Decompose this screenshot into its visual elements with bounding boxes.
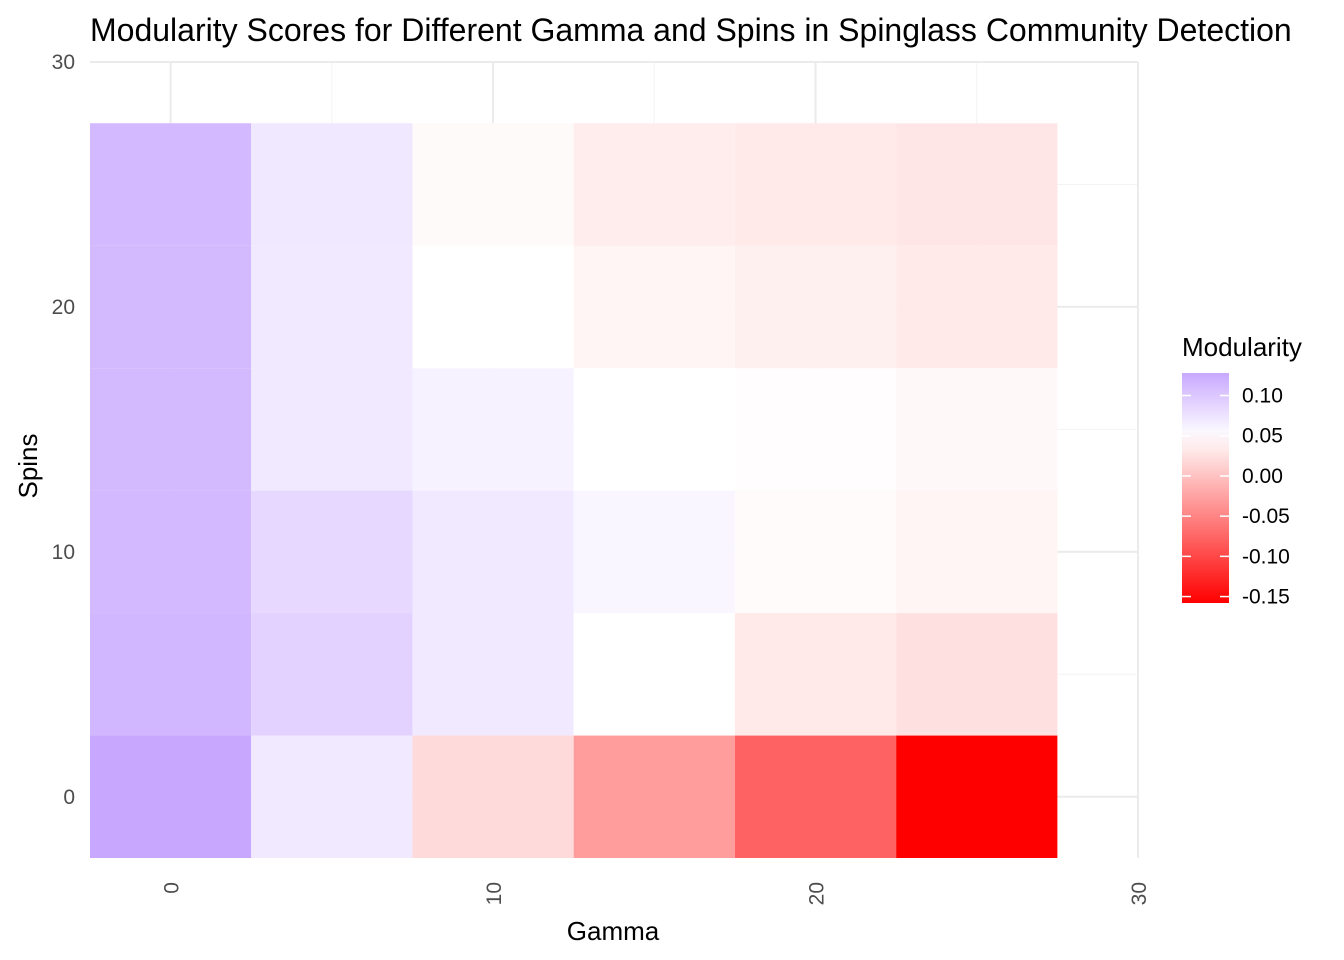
chart-title: Modularity Scores for Different Gamma an… <box>90 12 1292 48</box>
legend: Modularity 0.10 0.05 0.00 -0.05 -0.10 -0.15 <box>1182 332 1302 609</box>
heatmap-tile-gamma-10-spins-25 <box>412 123 574 246</box>
heatmap-tile-gamma-10-spins-5 <box>412 613 574 736</box>
y-tick-label-2: 20 <box>52 296 75 319</box>
legend-colorbar <box>1182 373 1229 603</box>
legend-label-3: -0.05 <box>1242 505 1290 528</box>
heatmap-tile-gamma-5-spins-25 <box>251 123 413 246</box>
heatmap-tile-gamma-20-spins-5 <box>734 613 897 736</box>
heatmap-tiles <box>90 123 1058 858</box>
legend-title: Modularity <box>1182 332 1302 362</box>
heatmap-tile-gamma-0-spins-15 <box>90 368 252 491</box>
heatmap-tile-gamma-5-spins-20 <box>251 245 413 369</box>
legend-ticks: 0.10 0.05 0.00 -0.05 -0.10 -0.15 <box>1182 385 1290 609</box>
x-tick-label-1: 10 <box>483 882 506 905</box>
heatmap-tile-gamma-10-spins-20 <box>412 245 574 369</box>
heatmap-tile-gamma-20-spins-10 <box>734 490 897 614</box>
heatmap-tile-gamma-10-spins-15 <box>412 368 574 491</box>
y-tick-label-3: 30 <box>52 51 75 74</box>
heatmap-tile-gamma-25-spins-10 <box>896 490 1058 614</box>
heatmap-tile-gamma-20-spins-20 <box>734 245 897 369</box>
x-axis-title: Gamma <box>567 916 660 946</box>
heatmap-tile-gamma-0-spins-20 <box>90 245 252 369</box>
legend-label-4: -0.10 <box>1242 545 1290 568</box>
heatmap-tile-gamma-5-spins-15 <box>251 368 413 491</box>
legend-label-0: 0.10 <box>1242 385 1283 408</box>
heatmap-tile-gamma-0-spins-25 <box>90 123 252 246</box>
heatmap-tile-gamma-25-spins-20 <box>896 245 1058 369</box>
heatmap-tile-gamma-25-spins-25 <box>896 123 1058 246</box>
heatmap-tile-gamma-0-spins-5 <box>90 613 252 736</box>
heatmap-tile-gamma-15-spins-10 <box>573 490 735 614</box>
heatmap-tile-gamma-5-spins-0 <box>251 735 413 858</box>
x-tick-label-2: 20 <box>806 882 829 905</box>
y-tick-label-1: 10 <box>52 541 75 564</box>
heatmap-tile-gamma-5-spins-10 <box>251 490 413 614</box>
legend-label-2: 0.00 <box>1242 465 1283 488</box>
x-axis-ticks: 0 10 20 30 <box>161 882 1151 905</box>
x-tick-label-0: 0 <box>161 882 184 894</box>
heatmap-tile-gamma-20-spins-0 <box>734 735 897 858</box>
heatmap-tile-gamma-15-spins-0 <box>573 735 735 858</box>
y-tick-label-0: 0 <box>63 786 75 809</box>
legend-label-5: -0.15 <box>1242 586 1290 609</box>
heatmap-tile-gamma-10-spins-10 <box>412 490 574 614</box>
y-axis-ticks: 0 10 20 30 <box>52 51 75 809</box>
legend-label-1: 0.05 <box>1242 425 1283 448</box>
heatmap-tile-gamma-15-spins-15 <box>573 368 735 491</box>
heatmap-tile-gamma-20-spins-15 <box>734 368 897 491</box>
heatmap-tile-gamma-25-spins-5 <box>896 613 1058 736</box>
heatmap-tile-gamma-0-spins-0 <box>90 735 252 858</box>
heatmap-tile-gamma-15-spins-25 <box>573 123 735 246</box>
heatmap-tile-gamma-15-spins-5 <box>573 613 735 736</box>
heatmap-tile-gamma-10-spins-0 <box>412 735 574 858</box>
heatmap-tile-gamma-0-spins-10 <box>90 490 252 614</box>
heatmap-tile-gamma-20-spins-25 <box>734 123 897 246</box>
heatmap-tile-gamma-25-spins-15 <box>896 368 1058 491</box>
x-tick-label-3: 30 <box>1128 882 1151 905</box>
y-axis-title: Spins <box>13 433 43 498</box>
heatmap-tile-gamma-5-spins-5 <box>251 613 413 736</box>
heatmap-tile-gamma-15-spins-20 <box>573 245 735 369</box>
heatmap-tile-gamma-25-spins-0 <box>896 735 1058 858</box>
